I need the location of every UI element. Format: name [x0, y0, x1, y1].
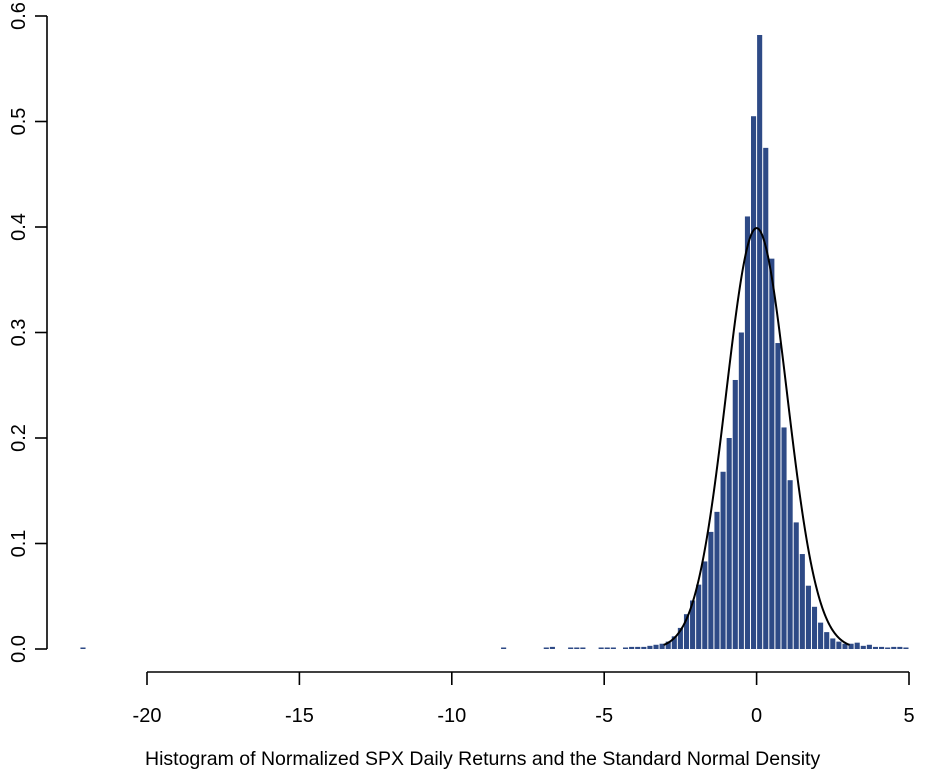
histogram-bar [866, 644, 872, 649]
histogram-bar [830, 638, 836, 649]
y-tick-label: 0.3 [8, 319, 30, 347]
normal-density-curve [663, 227, 850, 646]
y-tick-label: 0.5 [8, 108, 30, 136]
x-axis: -20 -15 -10 -5 0 5 [133, 671, 915, 727]
histogram-bar [818, 622, 824, 650]
y-tick-label: 0.1 [8, 530, 30, 558]
x-tick-label: 5 [903, 705, 914, 727]
x-tick-label: -20 [133, 705, 162, 727]
chart-caption: Histogram of Normalized SPX Daily Return… [145, 748, 820, 770]
histogram-bar [854, 642, 860, 649]
histogram-bar [848, 643, 854, 649]
histogram-bar [891, 646, 897, 649]
histogram-bar [702, 561, 708, 649]
histogram-bar [763, 147, 769, 649]
histogram-bar [610, 647, 616, 649]
y-tick-label: 0.6 [8, 2, 30, 30]
histogram-bar [775, 343, 781, 649]
histogram-bar [543, 647, 549, 649]
histogram-bar [629, 646, 635, 649]
histogram-bar [696, 584, 702, 649]
histogram-bar [622, 647, 629, 649]
histogram-bar [714, 511, 720, 649]
histogram-bar [879, 646, 885, 649]
histogram-bar [80, 647, 86, 649]
histogram-bar [799, 554, 805, 649]
histogram-bar [501, 647, 507, 649]
y-tick-label: 0.4 [8, 213, 30, 241]
histogram-bars [80, 34, 909, 650]
histogram-bar [805, 585, 811, 649]
histogram-bar [580, 647, 586, 649]
histogram-bar [751, 116, 757, 650]
histogram-bar [720, 471, 726, 649]
histogram-bar [769, 258, 775, 649]
y-tick-label: 0.0 [8, 635, 30, 663]
histogram-bar [641, 646, 647, 649]
x-tick-label: 0 [751, 705, 762, 727]
histogram-bar [653, 644, 659, 649]
histogram-bar [738, 332, 744, 649]
histogram-bar [793, 522, 799, 649]
y-tick-label: 0.2 [8, 424, 30, 452]
x-tick-label: -5 [595, 705, 613, 727]
histogram-bar [787, 480, 793, 649]
histogram-bar [598, 647, 604, 649]
y-axis: 0.0 0.1 0.2 0.3 0.4 0.5 0.6 [8, 2, 48, 663]
histogram-bar [671, 636, 677, 649]
x-tick-label: -15 [285, 705, 314, 727]
histogram-bar [811, 606, 818, 649]
x-tick-label: -10 [437, 705, 466, 727]
histogram-bar [568, 647, 574, 649]
histogram-bar [903, 647, 909, 649]
histogram-bar [659, 643, 665, 649]
histogram-bar [757, 34, 763, 650]
histogram-bar [690, 600, 696, 649]
histogram-bar [836, 641, 842, 649]
histogram-bar [647, 645, 653, 649]
histogram-bar [824, 632, 830, 649]
histogram-bar [744, 216, 751, 649]
histogram-bar [842, 643, 848, 649]
histogram-bar [872, 646, 879, 649]
histogram-bar [665, 641, 671, 649]
histogram-bar [574, 647, 580, 649]
histogram-bar [604, 647, 610, 649]
histogram-bar [732, 379, 738, 649]
histogram-bar [897, 646, 903, 649]
histogram-bar [860, 645, 866, 649]
histogram-bar [635, 646, 641, 649]
histogram-bar [708, 531, 714, 649]
histogram-bar [885, 647, 891, 649]
histogram-bar [549, 646, 555, 649]
histogram-bar [726, 438, 732, 649]
histogram-bar [683, 614, 690, 649]
histogram-bar [677, 627, 683, 649]
histogram-bar [781, 427, 787, 649]
